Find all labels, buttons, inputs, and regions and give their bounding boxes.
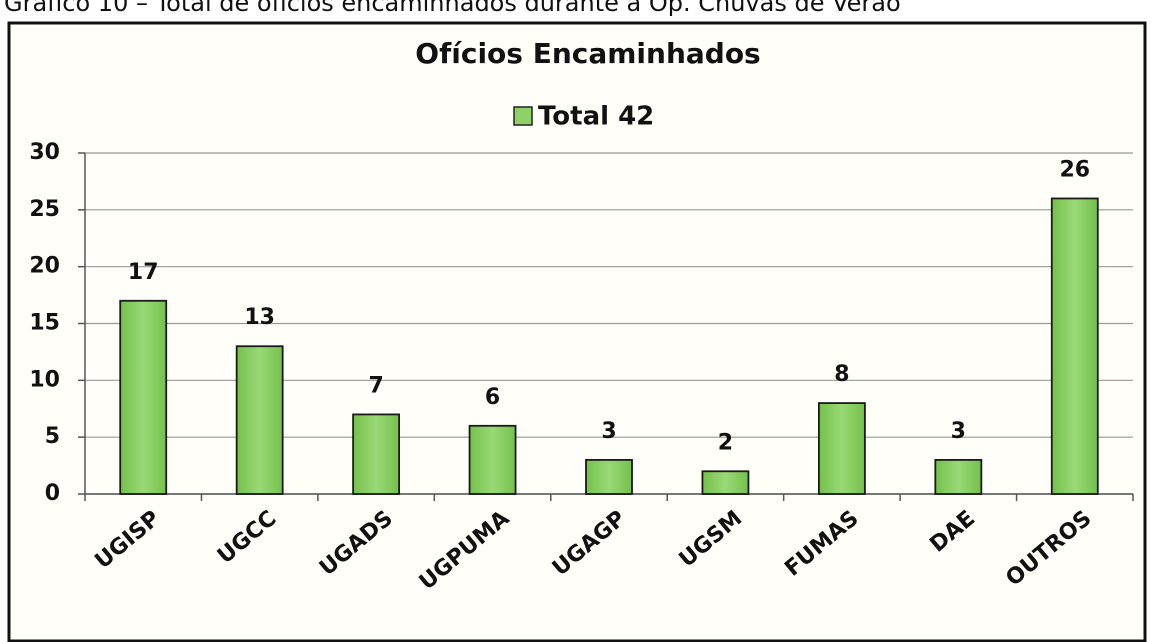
y-tick-label: 15 bbox=[29, 311, 60, 336]
bar bbox=[352, 413, 401, 495]
y-tick-label: 5 bbox=[45, 424, 60, 449]
data-label: 2 bbox=[718, 430, 733, 455]
y-tick-label: 20 bbox=[29, 254, 60, 279]
caption: Gráfico 10 – Total de ofícios encaminhad… bbox=[4, 0, 901, 17]
bar bbox=[235, 345, 284, 495]
y-tick-label: 10 bbox=[29, 367, 60, 392]
bar bbox=[1050, 197, 1099, 495]
bar bbox=[701, 470, 750, 495]
data-label: 3 bbox=[601, 419, 616, 444]
bar bbox=[817, 402, 866, 495]
bar bbox=[119, 299, 168, 495]
data-label: 26 bbox=[1059, 157, 1090, 182]
chart-frame bbox=[7, 21, 1147, 642]
legend: Total 42 bbox=[513, 102, 654, 132]
legend-label: Total 42 bbox=[538, 102, 654, 132]
y-tick-label: 0 bbox=[45, 481, 60, 506]
bar bbox=[585, 458, 633, 495]
legend-swatch bbox=[513, 106, 533, 126]
data-label: 6 bbox=[485, 385, 500, 410]
data-label: 7 bbox=[368, 373, 383, 398]
chart-title: Ofícios Encaminhados bbox=[415, 37, 760, 70]
data-label: 17 bbox=[128, 260, 159, 285]
y-tick-label: 25 bbox=[29, 197, 60, 222]
data-label: 13 bbox=[244, 305, 275, 330]
bar bbox=[468, 424, 517, 495]
data-label: 3 bbox=[951, 419, 966, 444]
y-tick-label: 30 bbox=[29, 140, 60, 165]
data-label: 8 bbox=[834, 362, 849, 387]
bar bbox=[934, 458, 983, 495]
